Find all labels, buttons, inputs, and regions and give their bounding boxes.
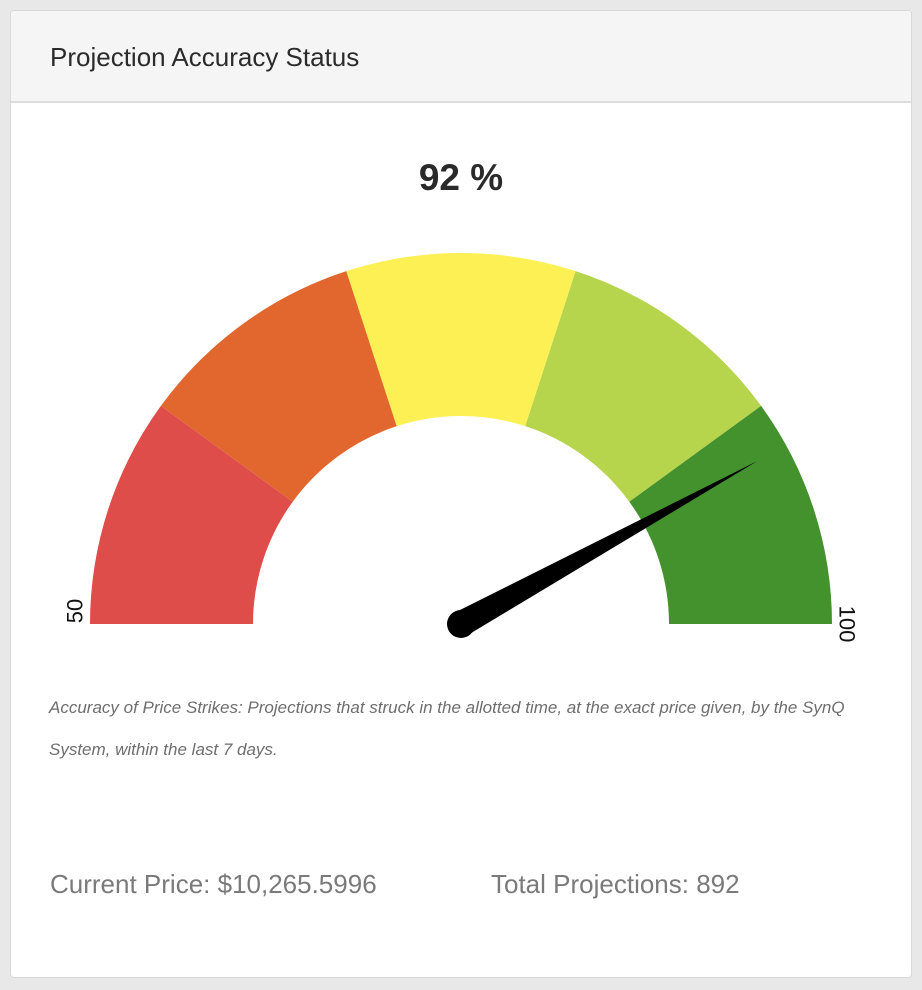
current-price-stat: Current Price: $10,265.5996 (50, 869, 377, 899)
gauge-needle (454, 461, 758, 636)
gauge-description: Accuracy of Price Strikes: Projections t… (49, 698, 845, 759)
accuracy-panel: Projection Accuracy Status 92 % 50 100 Ac… (10, 10, 912, 978)
gauge-band-1 (90, 405, 293, 624)
panel-header: Projection Accuracy Status (11, 11, 911, 103)
gauge-band-4 (525, 271, 762, 502)
accuracy-gauge: 50 100 (63, 252, 860, 643)
gauge-max-label: 100 (835, 606, 860, 643)
gauge-value-label: 92 % (418, 157, 504, 198)
gauge-min-label: 50 (63, 599, 88, 623)
total-projections-stat: Total Projections: 892 (491, 869, 740, 899)
gauge-band-2 (160, 271, 397, 502)
gauge-band-5 (629, 405, 832, 624)
gauge-band-3 (346, 252, 576, 427)
panel-title: Projection Accuracy Status (50, 42, 360, 72)
gauge-needle-hub (447, 610, 475, 638)
